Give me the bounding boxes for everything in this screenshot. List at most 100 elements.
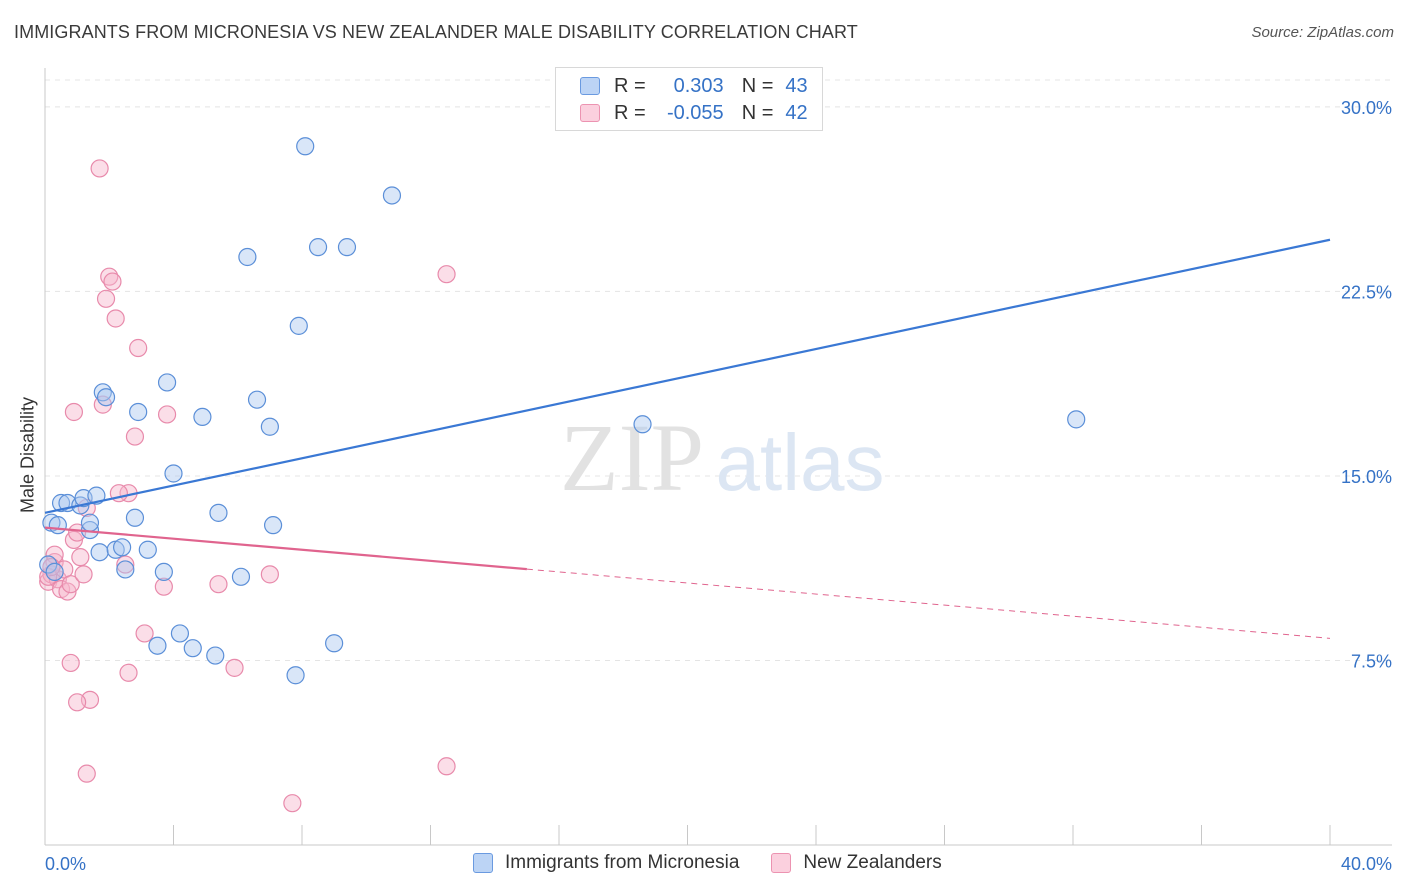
n-value: 43 xyxy=(785,74,808,97)
point-micronesia xyxy=(170,624,190,643)
point-micronesia xyxy=(633,415,652,434)
point-new-zealander xyxy=(125,427,145,446)
trend-line-new-zealanders-extension xyxy=(526,568,1331,639)
source-credit: Source: ZipAtlas.com xyxy=(1251,24,1394,41)
correlation-legend: R = 0.303 N = 43 R = -0.055 N = 42 xyxy=(555,67,823,131)
point-new-zealander xyxy=(437,757,456,776)
point-micronesia xyxy=(337,238,357,257)
point-micronesia xyxy=(183,639,202,658)
point-micronesia xyxy=(90,543,109,562)
point-micronesia xyxy=(138,540,157,559)
legend-swatch-blue xyxy=(473,853,493,873)
legend-item-micronesia[interactable]: Immigrants from Micronesia xyxy=(473,852,739,874)
legend-row-micronesia: R = 0.303 N = 43 xyxy=(580,73,808,99)
point-new-zealander xyxy=(209,575,228,594)
point-new-zealander xyxy=(129,338,148,358)
point-new-zealander xyxy=(68,693,87,712)
series-legend: Immigrants from Micronesia New Zealander… xyxy=(473,852,974,874)
point-micronesia xyxy=(260,417,279,436)
x-tick-label: 0.0% xyxy=(45,854,86,874)
legend-label: New Zealanders xyxy=(803,852,942,873)
y-tick-label: 15.0% xyxy=(1341,467,1392,487)
point-micronesia xyxy=(286,666,305,685)
point-micronesia xyxy=(154,562,173,582)
point-new-zealander xyxy=(116,555,135,574)
point-micronesia xyxy=(296,137,315,156)
y-axis-label: Male Disability xyxy=(17,396,38,514)
point-new-zealander xyxy=(106,309,125,328)
watermark: ZIP atlas xyxy=(560,404,884,511)
r-value: -0.055 xyxy=(666,101,724,124)
point-micronesia xyxy=(164,464,183,483)
point-micronesia xyxy=(289,316,308,335)
y-tick-label: 30.0% xyxy=(1341,98,1392,118)
point-micronesia xyxy=(157,373,177,392)
legend-row-new-zealanders: R = -0.055 N = 42 xyxy=(580,100,808,126)
point-micronesia xyxy=(112,538,132,557)
trend-layer xyxy=(44,238,1331,639)
point-new-zealander xyxy=(64,402,84,422)
point-new-zealander xyxy=(74,565,93,584)
point-micronesia xyxy=(193,407,212,427)
chart-title: IMMIGRANTS FROM MICRONESIA VS NEW ZEALAN… xyxy=(14,22,858,42)
tick-label-layer: 7.5% 15.0% 22.5% 30.0% 0.0% 40.0% xyxy=(45,98,1392,874)
point-micronesia xyxy=(148,636,167,655)
point-new-zealander xyxy=(103,272,122,291)
point-new-zealander xyxy=(437,265,456,284)
point-micronesia xyxy=(209,503,228,522)
x-tick-label: 40.0% xyxy=(1341,854,1392,874)
point-micronesia xyxy=(96,388,116,407)
point-new-zealander xyxy=(61,575,80,594)
point-micronesia xyxy=(238,247,257,267)
point-micronesia xyxy=(48,516,67,535)
y-tick-label: 22.5% xyxy=(1341,282,1392,302)
point-micronesia xyxy=(308,238,328,257)
point-new-zealander xyxy=(225,658,244,677)
point-micronesia xyxy=(80,513,100,532)
point-micronesia xyxy=(116,560,135,579)
trend-line-micronesia xyxy=(44,238,1331,514)
watermark-atlas: atlas xyxy=(716,418,885,507)
trend-line-new-zealanders xyxy=(44,526,527,571)
r-label: R = xyxy=(614,101,646,124)
legend-label: Immigrants from Micronesia xyxy=(505,852,740,873)
legend-swatch-pink xyxy=(771,853,792,873)
point-new-zealander xyxy=(154,577,173,596)
legend-swatch-blue xyxy=(580,77,600,95)
legend-item-new-zealanders[interactable]: New Zealanders xyxy=(771,852,942,874)
point-new-zealander xyxy=(119,663,138,682)
point-new-zealander xyxy=(100,267,119,286)
point-new-zealander xyxy=(42,557,61,577)
n-label: N = xyxy=(741,74,774,97)
r-value: 0.303 xyxy=(673,74,724,97)
point-micronesia xyxy=(206,646,225,665)
point-micronesia xyxy=(231,567,251,586)
points-new-zealanders xyxy=(39,159,456,813)
point-micronesia xyxy=(263,516,283,535)
point-new-zealander xyxy=(90,159,109,178)
point-new-zealander xyxy=(61,653,80,673)
point-new-zealander xyxy=(77,764,96,783)
point-micronesia xyxy=(51,493,71,513)
y-tick-label: 7.5% xyxy=(1351,651,1392,671)
point-new-zealander xyxy=(283,794,302,813)
point-micronesia xyxy=(129,402,148,422)
watermark-zip: ZIP xyxy=(560,404,704,511)
point-micronesia xyxy=(382,186,402,205)
point-new-zealander xyxy=(260,565,279,584)
legend-swatch-pink xyxy=(580,104,600,122)
n-value: 42 xyxy=(785,101,808,124)
r-label: R = xyxy=(614,74,646,97)
point-micronesia xyxy=(45,562,64,582)
point-micronesia xyxy=(39,555,58,574)
n-label: N = xyxy=(741,101,774,124)
point-new-zealander xyxy=(96,289,116,308)
point-micronesia xyxy=(87,486,106,505)
point-micronesia xyxy=(93,383,112,402)
point-new-zealander xyxy=(71,548,90,567)
axes-layer xyxy=(44,68,1392,846)
point-micronesia xyxy=(247,390,267,409)
point-micronesia xyxy=(325,634,344,653)
point-micronesia xyxy=(1067,410,1086,429)
